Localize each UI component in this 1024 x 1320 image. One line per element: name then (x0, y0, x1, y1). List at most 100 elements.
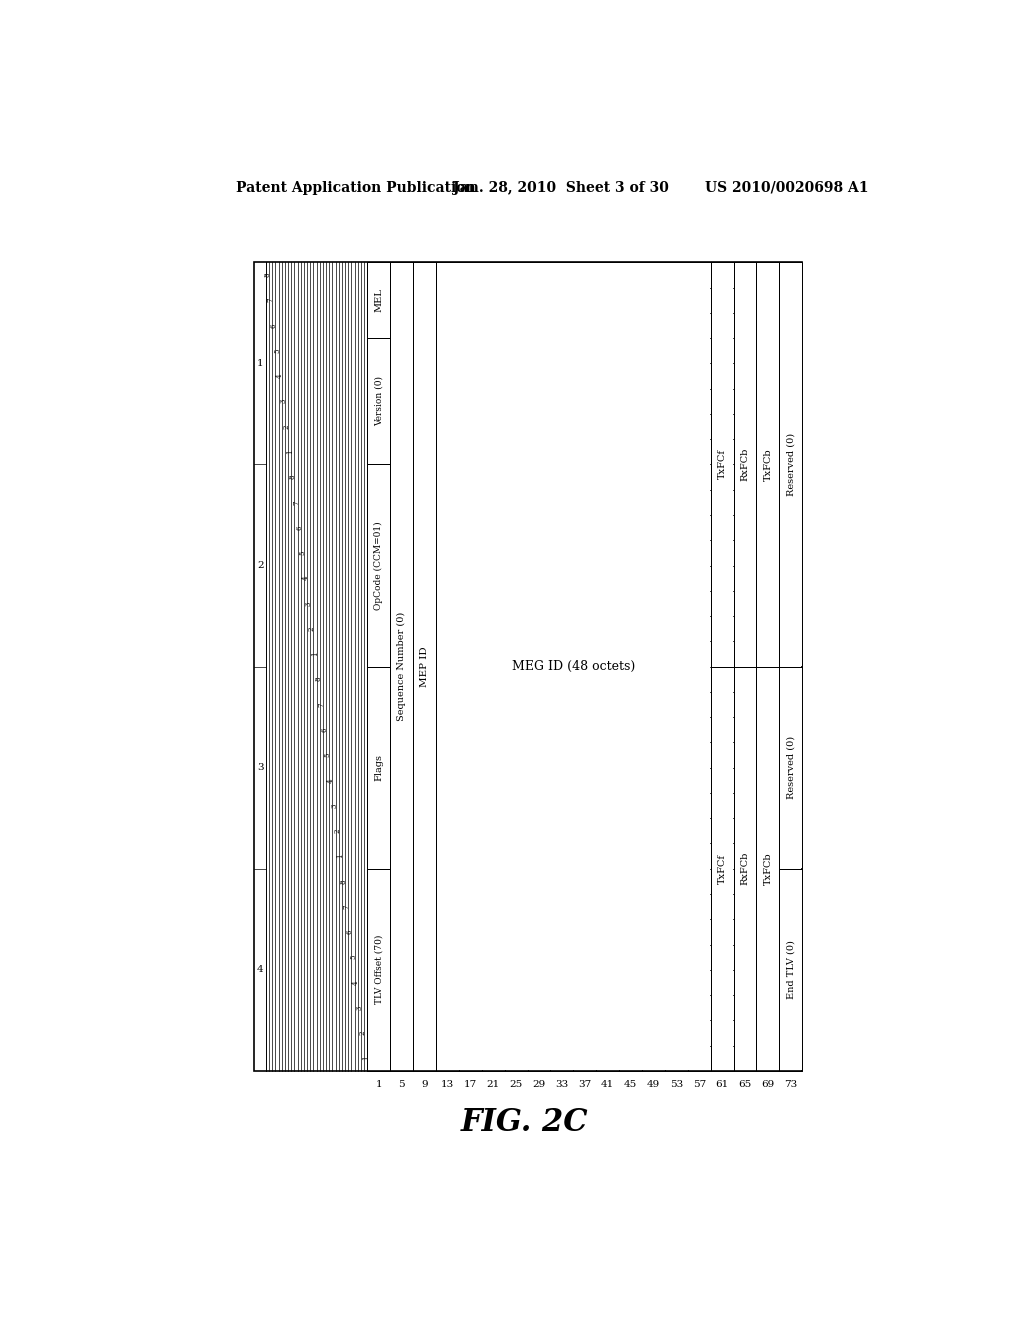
Bar (368, 869, 390, 1071)
Text: 1: 1 (361, 1056, 370, 1060)
Text: Reserved (0): Reserved (0) (786, 433, 796, 496)
Bar (368, 263, 390, 338)
Text: 49: 49 (647, 1080, 660, 1089)
Bar (779, 667, 802, 869)
Text: 3: 3 (257, 763, 263, 772)
Bar (711, 263, 733, 667)
Text: TxFCf: TxFCf (718, 450, 727, 479)
Text: Version (0): Version (0) (374, 376, 383, 426)
Text: 2: 2 (333, 829, 341, 833)
Text: TxFCb: TxFCb (764, 449, 772, 480)
Text: 5: 5 (273, 348, 281, 352)
Text: 69: 69 (761, 1080, 774, 1089)
Text: Sequence Number (0): Sequence Number (0) (397, 612, 407, 721)
Text: TxFCb: TxFCb (764, 853, 772, 884)
Text: RxFCb: RxFCb (740, 447, 750, 482)
Text: 4: 4 (276, 374, 285, 379)
Bar (368, 338, 390, 465)
Bar (757, 263, 779, 667)
Text: 53: 53 (670, 1080, 683, 1089)
Text: 5: 5 (324, 752, 332, 758)
Bar (368, 465, 390, 667)
Text: 4: 4 (301, 576, 309, 581)
Text: 1: 1 (286, 450, 294, 454)
Text: 29: 29 (532, 1080, 546, 1089)
Bar (757, 263, 779, 667)
Text: 57: 57 (692, 1080, 706, 1089)
Bar (779, 869, 802, 1071)
Text: TxFCf: TxFCf (718, 854, 727, 883)
Text: MEP ID: MEP ID (420, 647, 429, 686)
Text: 65: 65 (738, 1080, 752, 1089)
Bar (436, 263, 711, 1071)
Bar (779, 263, 802, 667)
Text: 8: 8 (314, 677, 323, 681)
Bar (734, 263, 756, 667)
Text: 6: 6 (346, 929, 354, 935)
Text: 1: 1 (337, 854, 344, 858)
Text: Reserved (0): Reserved (0) (786, 737, 796, 799)
Text: MEL: MEL (374, 288, 383, 313)
Text: End TLV (0): End TLV (0) (786, 940, 796, 999)
Text: 17: 17 (464, 1080, 477, 1089)
Text: 33: 33 (555, 1080, 568, 1089)
Bar (414, 263, 435, 1071)
Bar (368, 465, 390, 667)
Text: 8: 8 (263, 273, 271, 277)
Text: FIG. 2C: FIG. 2C (461, 1107, 589, 1138)
Text: OpCode (CCM=01): OpCode (CCM=01) (374, 521, 383, 610)
Text: 9: 9 (421, 1080, 428, 1089)
Text: 5: 5 (398, 1080, 404, 1089)
Text: 6: 6 (321, 727, 329, 733)
Text: 3: 3 (280, 399, 288, 404)
Bar (368, 338, 390, 465)
Text: 21: 21 (486, 1080, 500, 1089)
Text: 7: 7 (292, 500, 300, 504)
Text: 1: 1 (311, 652, 319, 656)
Bar (368, 667, 390, 869)
Bar (779, 667, 802, 869)
Text: 8: 8 (289, 475, 297, 479)
Text: 4: 4 (352, 981, 360, 985)
Text: 5: 5 (349, 954, 357, 960)
Text: 7: 7 (343, 904, 351, 909)
Text: 1: 1 (376, 1080, 382, 1089)
Text: Jan. 28, 2010  Sheet 3 of 30: Jan. 28, 2010 Sheet 3 of 30 (454, 181, 670, 194)
Text: 6: 6 (270, 323, 278, 327)
Text: 73: 73 (784, 1080, 798, 1089)
Text: 61: 61 (716, 1080, 729, 1089)
Text: 7: 7 (317, 702, 326, 706)
Text: 25: 25 (510, 1080, 522, 1089)
Text: 45: 45 (624, 1080, 637, 1089)
Bar (390, 263, 413, 1071)
Bar (390, 263, 413, 1071)
Bar (436, 263, 711, 1071)
Text: 6: 6 (295, 525, 303, 529)
Bar (779, 263, 802, 667)
Bar (733, 263, 757, 667)
Bar (368, 667, 390, 869)
Text: RxFCb: RxFCb (740, 851, 750, 886)
Text: 13: 13 (440, 1080, 454, 1089)
Bar (368, 263, 390, 338)
Bar (779, 869, 802, 1071)
Text: 8: 8 (340, 879, 347, 883)
Text: 3: 3 (355, 1006, 364, 1010)
Text: 5: 5 (298, 550, 306, 556)
Text: US 2010/0020698 A1: US 2010/0020698 A1 (706, 181, 869, 194)
Bar (711, 667, 733, 1071)
Text: 2: 2 (358, 1031, 367, 1035)
Text: 3: 3 (305, 601, 312, 606)
Text: 2: 2 (257, 561, 263, 570)
Text: 41: 41 (601, 1080, 614, 1089)
Text: 37: 37 (579, 1080, 592, 1089)
Bar (254, 263, 802, 1071)
Bar (711, 263, 733, 667)
Text: MEG ID (48 octets): MEG ID (48 octets) (512, 660, 635, 673)
Text: 1: 1 (257, 359, 263, 368)
Bar (757, 667, 779, 1071)
Bar (734, 667, 756, 1071)
Text: 4: 4 (257, 965, 263, 974)
Text: 7: 7 (266, 298, 274, 302)
Bar (757, 667, 779, 1071)
